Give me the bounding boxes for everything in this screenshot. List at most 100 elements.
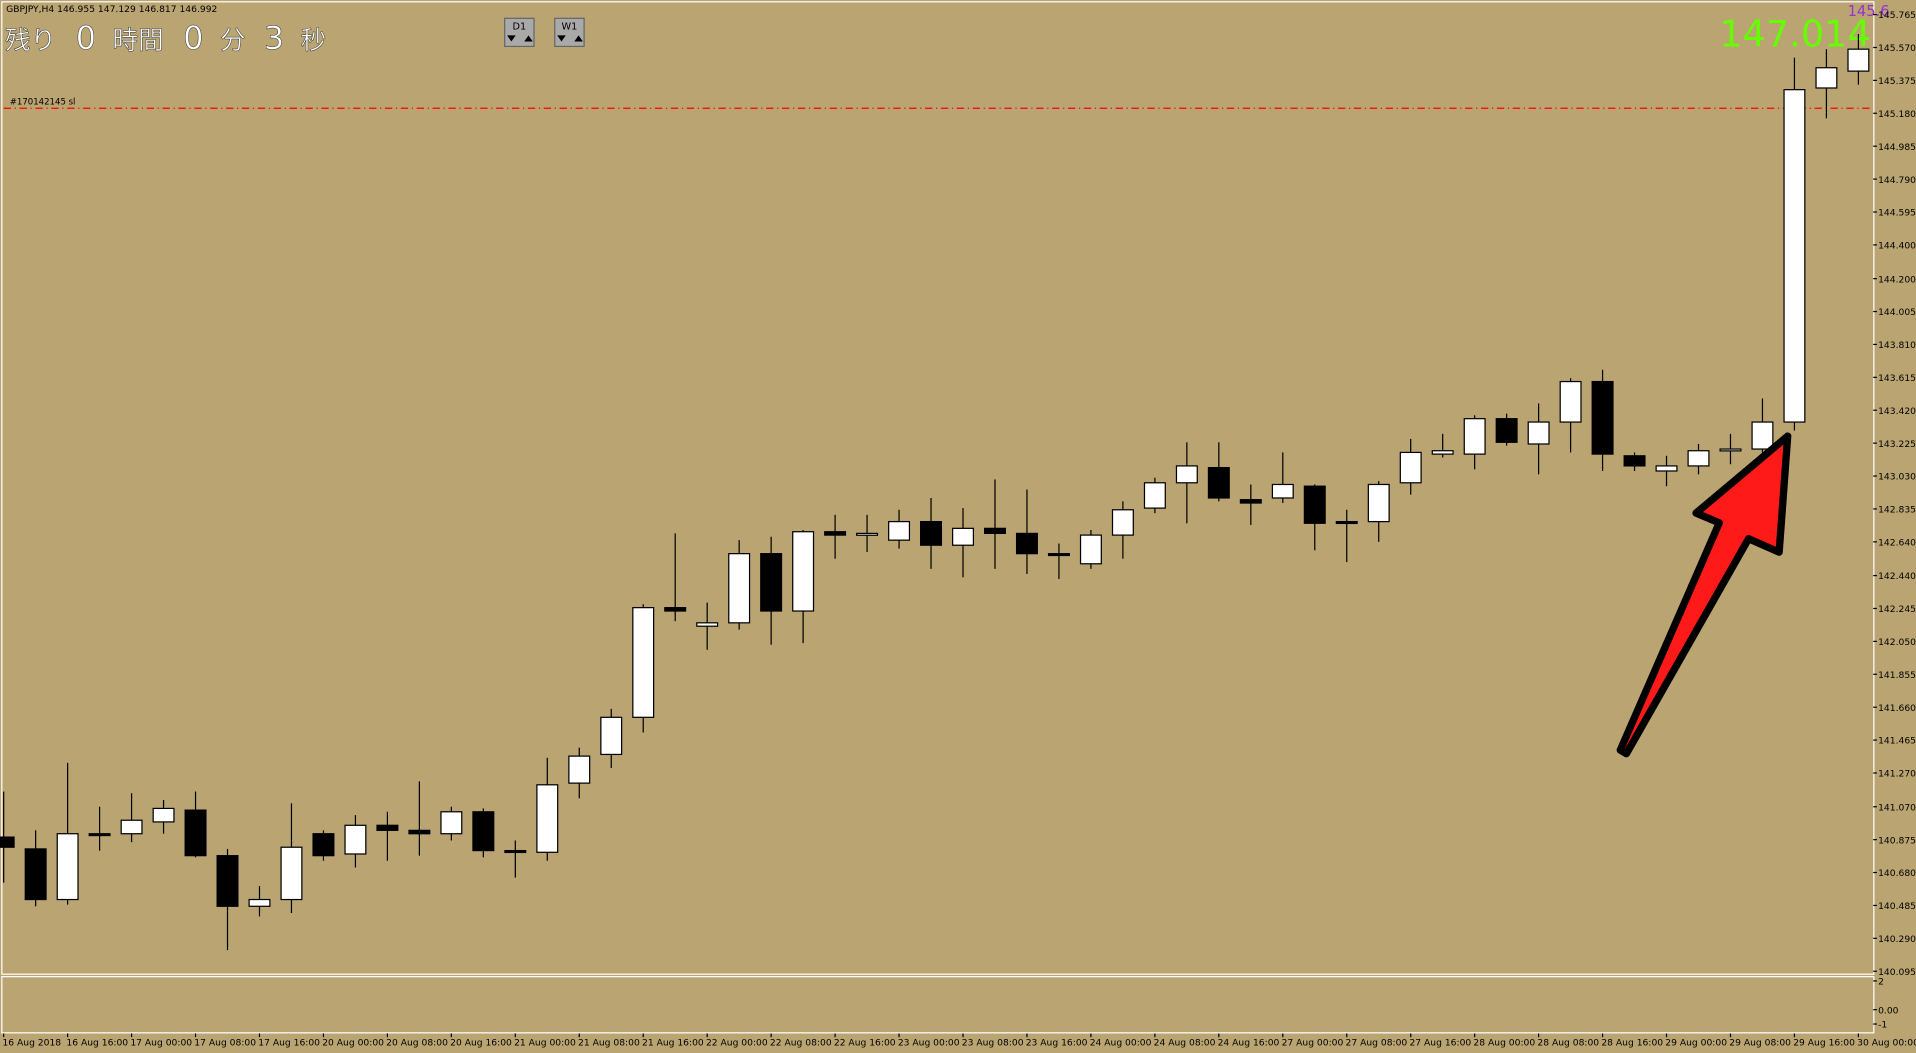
candle-body xyxy=(1687,450,1710,467)
y-tick-label: 140.290 xyxy=(1878,934,1916,945)
w1-button[interactable] xyxy=(554,17,585,48)
y-tick-label: 141.070 xyxy=(1878,802,1916,813)
candle-body xyxy=(983,527,1006,535)
candle-body xyxy=(1271,483,1294,499)
candle-body xyxy=(1527,421,1550,445)
x-tick-label: 29 Aug 00:00 xyxy=(1665,1038,1727,1049)
toolbar-buttons[interactable]: D1 W1 xyxy=(504,17,585,48)
x-tick-label: 20 Aug 00:00 xyxy=(322,1038,384,1049)
x-tick-label: 23 Aug 08:00 xyxy=(962,1038,1024,1049)
y-tick-label: 141.270 xyxy=(1878,769,1916,780)
d1-arrows[interactable] xyxy=(507,35,533,42)
x-tick-label: 24 Aug 00:00 xyxy=(1090,1038,1152,1049)
candle-body xyxy=(1175,465,1198,484)
y-tick-label: 145.765 xyxy=(1878,10,1916,21)
x-tick-label: 24 Aug 08:00 xyxy=(1154,1038,1216,1049)
y-tick-label: 143.030 xyxy=(1878,472,1916,483)
indicator-pane-frame xyxy=(1,976,1875,1034)
candle-body xyxy=(376,824,399,831)
x-tick-label: 23 Aug 16:00 xyxy=(1026,1038,1088,1049)
y-tick-label: 140.485 xyxy=(1878,901,1916,912)
x-tick-label: 17 Aug 16:00 xyxy=(258,1038,320,1049)
y-tick-label: 145.375 xyxy=(1878,76,1916,87)
countdown-part: 残り xyxy=(5,26,56,56)
countdown-part: 0 xyxy=(183,21,203,57)
d1-button[interactable] xyxy=(504,17,535,48)
current-price: 147.014 xyxy=(1719,12,1871,55)
plot: 145.765 145.570 145.375 145.180 144.985 144.7… xyxy=(0,10,1916,1049)
candle-body xyxy=(760,553,783,612)
x-tick-label: 22 Aug 00:00 xyxy=(706,1038,768,1049)
d1-label[interactable]: D1 xyxy=(512,21,526,32)
candle-body xyxy=(600,716,623,756)
y-tick-label: 142.245 xyxy=(1878,604,1916,615)
y-tick-label: 143.810 xyxy=(1878,340,1916,351)
x-tick-label: 23 Aug 00:00 xyxy=(898,1038,960,1049)
countdown-part: 0 xyxy=(76,21,96,57)
candle-body xyxy=(1463,418,1486,455)
y-tick-label: 142.835 xyxy=(1878,505,1916,516)
candle-body xyxy=(1559,380,1582,423)
x-tick-label: 27 Aug 08:00 xyxy=(1346,1038,1408,1049)
y-tick-label: 143.420 xyxy=(1878,406,1916,417)
candle-body xyxy=(216,855,239,907)
candle-body xyxy=(1783,89,1806,423)
y-tick-label: 145.570 xyxy=(1878,43,1916,54)
candle-body xyxy=(920,520,943,546)
candle-body xyxy=(1495,418,1518,443)
candle-body xyxy=(888,520,911,541)
candle-body xyxy=(88,833,111,837)
candle-body xyxy=(696,622,719,627)
candle-body xyxy=(1815,67,1838,89)
candle-body xyxy=(1015,532,1038,555)
x-tick-label: 20 Aug 16:00 xyxy=(450,1038,512,1049)
y-tick-label: 144.200 xyxy=(1878,274,1916,285)
candle-body xyxy=(1847,48,1870,72)
x-tick-label: 22 Aug 16:00 xyxy=(834,1038,896,1049)
candle-body xyxy=(248,898,271,907)
candle-body xyxy=(24,848,47,901)
y-tick-label: 142.050 xyxy=(1878,637,1916,648)
candle-body xyxy=(408,829,431,835)
candle-body xyxy=(1207,466,1230,499)
countdown-part: 秒 xyxy=(301,26,327,56)
candle-body xyxy=(952,527,975,546)
candle-body xyxy=(824,531,847,536)
x-tick-label: 16 Aug 16:00 xyxy=(66,1038,128,1049)
candle-body xyxy=(792,531,815,612)
x-tick-label: 27 Aug 00:00 xyxy=(1282,1038,1344,1049)
candle-body xyxy=(1399,451,1422,484)
candle-body xyxy=(1335,520,1358,525)
candle-body xyxy=(1719,448,1742,452)
y-tick-label: 144.005 xyxy=(1878,307,1916,318)
y-tick-label: 143.615 xyxy=(1878,373,1916,384)
x-tick-label: 28 Aug 00:00 xyxy=(1473,1038,1535,1049)
candle-body xyxy=(344,824,367,855)
y-tick-label: 140.875 xyxy=(1878,835,1916,846)
y-tick-label: 141.660 xyxy=(1878,703,1916,714)
x-tick-label: 29 Aug 16:00 xyxy=(1793,1038,1855,1049)
candle-body xyxy=(152,807,175,823)
candle-body xyxy=(312,833,335,857)
y-tick-label: 144.595 xyxy=(1878,208,1916,219)
y-tick-label: 140.095 xyxy=(1878,967,1916,978)
candle-body xyxy=(1111,509,1134,536)
x-tick-label: 17 Aug 08:00 xyxy=(194,1038,256,1049)
w1-label[interactable]: W1 xyxy=(561,21,577,32)
candle-body xyxy=(664,607,687,612)
x-tick-label: 28 Aug 08:00 xyxy=(1537,1038,1599,1049)
countdown-part: 時間 xyxy=(112,26,163,56)
candle-body xyxy=(1239,499,1262,504)
candle-body xyxy=(1367,483,1390,523)
x-tick-label: 21 Aug 00:00 xyxy=(514,1038,576,1049)
x-tick-label: 29 Aug 08:00 xyxy=(1729,1038,1791,1049)
price-partial: 145.6 xyxy=(1848,3,1890,20)
x-tick-label: 16 Aug 2018 xyxy=(2,1038,61,1049)
w1-arrows[interactable] xyxy=(557,35,583,42)
candle-body xyxy=(728,553,751,624)
x-tick-label: 24 Aug 16:00 xyxy=(1218,1038,1280,1049)
candle-body xyxy=(440,811,463,835)
x-tick-label: 21 Aug 16:00 xyxy=(642,1038,704,1049)
